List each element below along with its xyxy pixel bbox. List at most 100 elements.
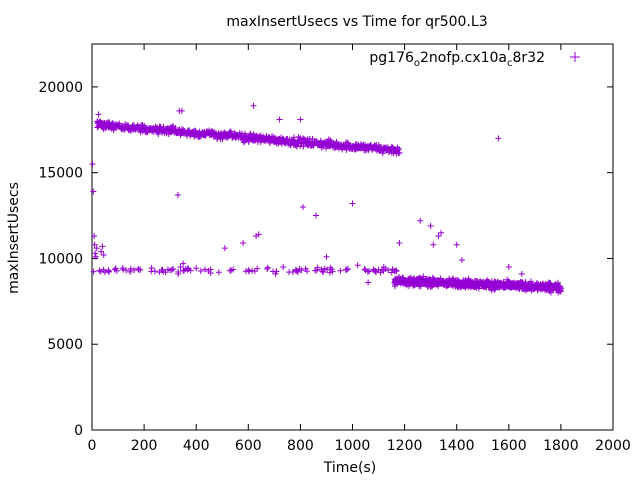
data-point — [372, 269, 379, 276]
data-point — [298, 267, 305, 274]
data-point — [297, 116, 304, 123]
data-point — [170, 265, 177, 272]
data-point — [300, 203, 307, 210]
data-point — [303, 268, 310, 275]
data-point — [365, 279, 372, 286]
data-point — [337, 267, 344, 274]
data-point — [215, 269, 222, 276]
data-point — [310, 142, 317, 149]
data-point — [388, 269, 395, 276]
data-point — [196, 133, 203, 140]
y-tick-label: 5000 — [47, 337, 83, 353]
legend-label: pg176o2nofp.cx10ac8r32 — [369, 50, 545, 69]
data-point — [255, 231, 262, 238]
x-tick-label: 400 — [183, 438, 210, 454]
tick-labels: 0 200 400 600 800 1000 1200 1400 1600 1800 2000050… — [38, 80, 630, 454]
tick-marks — [91, 44, 614, 431]
data-point — [91, 241, 98, 248]
data-point — [156, 269, 163, 276]
data-point — [417, 217, 424, 224]
data-point — [249, 267, 256, 274]
data-point — [396, 240, 403, 247]
data-point — [250, 102, 257, 109]
data-point — [297, 142, 304, 149]
x-tick-label: 0 — [88, 438, 97, 454]
data-point — [264, 264, 271, 271]
data-point — [180, 260, 187, 267]
legend-label-tail: 8r32 — [513, 50, 545, 66]
data-point — [100, 252, 107, 259]
data-point — [379, 150, 386, 157]
data-point — [396, 145, 403, 152]
y-tick-label: 20000 — [38, 80, 83, 96]
data-point — [100, 266, 107, 273]
data-point — [319, 268, 326, 275]
data-point — [177, 264, 184, 271]
x-axis-label: Time(s) — [323, 460, 376, 476]
legend: pg176o2nofp.cx10ac8r32 — [369, 50, 580, 69]
y-axis-label: maxInsertUsecs — [6, 182, 22, 294]
data-point — [135, 265, 142, 272]
data-point — [385, 267, 392, 274]
data-point — [396, 149, 403, 156]
legend-label-main: pg176 — [369, 50, 414, 66]
y-tick-label: 10000 — [38, 251, 83, 267]
legend-marker — [570, 52, 580, 62]
data-point — [174, 191, 181, 198]
data-point — [280, 264, 287, 271]
data-point — [342, 266, 349, 273]
data-point — [90, 268, 97, 275]
data-point — [93, 245, 100, 252]
data-point — [242, 268, 249, 275]
plot-frame — [91, 43, 614, 431]
data-point — [518, 270, 525, 277]
data-point — [164, 266, 171, 273]
data-point — [113, 267, 120, 274]
data-point — [491, 286, 498, 293]
data-point — [324, 266, 331, 273]
data-point — [264, 265, 271, 272]
data-point — [201, 266, 208, 273]
data-point — [175, 271, 182, 278]
data-point — [554, 279, 561, 286]
data-point — [91, 233, 98, 240]
data-point — [112, 265, 119, 272]
data-point — [458, 257, 465, 264]
data-point — [98, 248, 105, 255]
data-point — [221, 245, 228, 252]
data-point — [380, 264, 387, 271]
data-point — [343, 146, 350, 153]
data-point — [388, 143, 395, 150]
data-point — [435, 233, 442, 240]
y-tick-label: 15000 — [38, 166, 83, 182]
x-tick-label: 200 — [131, 438, 158, 454]
x-tick-label: 1600 — [491, 438, 527, 454]
data-point — [391, 268, 398, 275]
data-point — [326, 269, 333, 276]
x-tick-label: 2000 — [595, 438, 631, 454]
data-point — [438, 229, 445, 236]
data-point — [120, 266, 127, 273]
data-point — [349, 200, 356, 207]
data-point — [178, 107, 185, 114]
x-tick-label: 1400 — [439, 438, 475, 454]
data-point — [95, 111, 102, 118]
data-point — [185, 265, 192, 272]
legend-label-sub1: o — [414, 58, 420, 69]
data-point — [230, 266, 237, 273]
data-point — [313, 212, 320, 219]
data-point — [392, 267, 399, 274]
data-point — [241, 138, 248, 145]
data-point — [427, 222, 434, 229]
data-point — [505, 264, 512, 271]
data-point — [92, 250, 99, 257]
data-point — [89, 161, 96, 168]
data-point — [354, 262, 361, 269]
x-tick-label: 1000 — [335, 438, 371, 454]
data-point — [96, 119, 103, 126]
data-point — [127, 265, 134, 272]
data-point — [361, 266, 368, 273]
x-tick-label: 800 — [287, 438, 314, 454]
data-point — [90, 188, 97, 195]
